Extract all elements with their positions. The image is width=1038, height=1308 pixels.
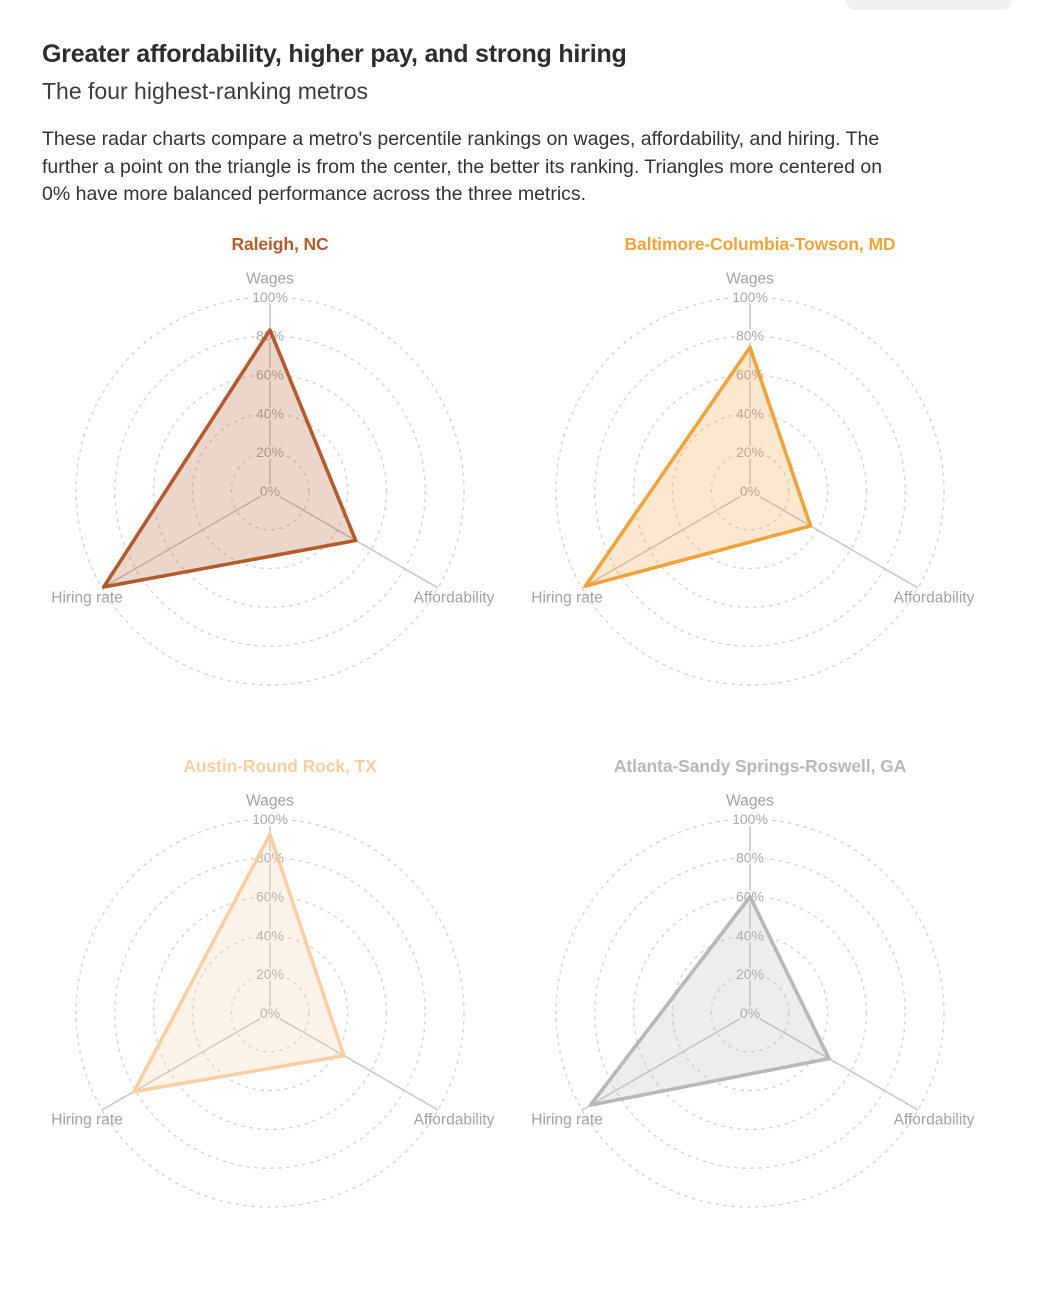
chart-title: Baltimore-Columbia-Towson, MD [624, 234, 896, 255]
axis-label-affordability: Affordability [894, 589, 975, 606]
tick-label-100: 100% [252, 289, 288, 305]
radar-polygon [132, 832, 346, 1094]
tick-label-40: 40% [736, 927, 764, 943]
radar-chart: 0% 20% 40% 60% 80% 100% Wages Affordability Hiri… [520, 267, 1000, 732]
axis-spoke-hiring-rate [101, 1012, 271, 1111]
radar-chart-grid: Raleigh, NC 0% 20% 40% 60% 80% 100% Wages Affor… [40, 234, 1038, 1254]
grid-circle-60 [632, 895, 868, 1131]
tick-label-100: 100% [732, 289, 768, 305]
partial-button-top-right[interactable] [846, 0, 1012, 10]
axis-spoke-hiring-rate [581, 1012, 751, 1111]
grid-circle-20 [710, 451, 790, 531]
radar-polygon [588, 894, 831, 1107]
axis-label-affordability: Affordability [414, 1111, 495, 1128]
tick-label-80: 80% [736, 850, 764, 866]
axis-label-affordability: Affordability [414, 589, 495, 606]
axis-label-hiring-rate: Hiring rate [531, 589, 603, 606]
axis-label-hiring-rate: Hiring rate [51, 589, 123, 606]
radar-chart: 0% 20% 40% 60% 80% 100% Wages Affordability Hiri… [520, 789, 1000, 1254]
radar-chart-svg: 0%20%40%60%80%100%WagesAffordabilityHiri… [531, 792, 975, 1208]
grid-circle-40 [671, 412, 829, 570]
grid-circle-40 [671, 934, 829, 1092]
grid-circle-20 [230, 973, 310, 1053]
axis-label-wages: Wages [726, 270, 774, 287]
tick-label-20: 20% [736, 444, 764, 460]
tick-label-20: 20% [256, 966, 284, 982]
tick-label-60: 60% [256, 367, 284, 383]
tick-label-40: 40% [736, 405, 764, 421]
axis-spoke-affordability [749, 490, 919, 589]
radar-chart: 0% 20% 40% 60% 80% 100% Wages Affordability Hiri… [40, 267, 520, 732]
chart-title: Raleigh, NC [231, 234, 329, 255]
radar-chart: 0% 20% 40% 60% 80% 100% Wages Affordability Hiri… [40, 789, 520, 1254]
axis-label-hiring-rate: Hiring rate [531, 1111, 603, 1128]
axis-label-wages: Wages [726, 792, 774, 809]
grid-circle-20 [710, 973, 790, 1053]
tick-label-40: 40% [256, 405, 284, 421]
tick-label-100: 100% [252, 811, 288, 827]
page-description: These radar charts compare a metro's per… [42, 128, 883, 206]
chart-cell-atlanta: Atlanta-Sandy Springs-Roswell, GA 0% 20% 4… [520, 756, 1000, 1254]
chart-cell-raleigh: Raleigh, NC 0% 20% 40% 60% 80% 100% Wages Affor… [40, 234, 520, 732]
chart-title: Atlanta-Sandy Springs-Roswell, GA [613, 756, 907, 777]
page-header: Greater affordability, higher pay, and s… [0, 0, 1038, 209]
axis-label-wages: Wages [246, 792, 294, 809]
tick-label-0: 0% [740, 1005, 760, 1021]
axis-label-hiring-rate: Hiring rate [51, 1111, 123, 1128]
chart-cell-austin: Austin-Round Rock, TX 0% 20% 40% 60% 80% 100%… [40, 756, 520, 1254]
tick-label-20: 20% [736, 966, 764, 982]
radar-chart-svg: 0%20%40%60%80%100%WagesAffordabilityHiri… [51, 270, 495, 686]
tick-label-20: 20% [256, 444, 284, 460]
radar-polygon [583, 345, 813, 588]
tick-label-60: 60% [256, 889, 284, 905]
axis-label-wages: Wages [246, 270, 294, 287]
axis-spoke-affordability [269, 1012, 439, 1111]
page-title: Greater affordability, higher pay, and s… [42, 40, 627, 68]
axis-spoke-hiring-rate [581, 490, 751, 589]
chart-cell-baltimore: Baltimore-Columbia-Towson, MD 0% 20% 40% 60… [520, 234, 1000, 732]
tick-label-0: 0% [260, 483, 280, 499]
radar-polygon [101, 328, 358, 589]
grid-circle-60 [152, 895, 388, 1131]
radar-chart-svg: 0%20%40%60%80%100%WagesAffordabilityHiri… [531, 270, 975, 686]
grid-circle-20 [230, 451, 310, 531]
page-subtitle: The four highest-ranking metros [42, 78, 368, 104]
tick-label-0: 0% [260, 1005, 280, 1021]
tick-label-100: 100% [732, 811, 768, 827]
axis-spoke-affordability [749, 1012, 919, 1111]
tick-label-0: 0% [740, 483, 760, 499]
grid-circle-40 [191, 934, 349, 1092]
tick-label-40: 40% [256, 927, 284, 943]
grid-circle-60 [632, 373, 868, 609]
chart-title: Austin-Round Rock, TX [183, 756, 377, 777]
tick-label-80: 80% [736, 328, 764, 344]
axis-label-affordability: Affordability [894, 1111, 975, 1128]
axis-spoke-hiring-rate [101, 490, 271, 589]
radar-chart-svg: 0%20%40%60%80%100%WagesAffordabilityHiri… [51, 792, 495, 1208]
grid-circle-60 [152, 373, 388, 609]
grid-circle-40 [191, 412, 349, 570]
